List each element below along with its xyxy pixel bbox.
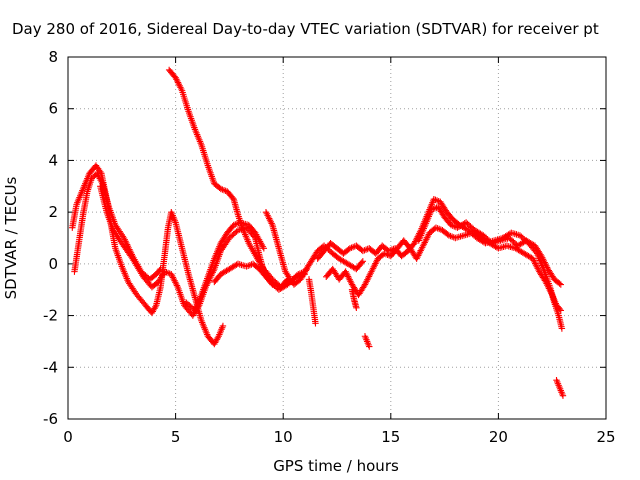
data-points [69,66,567,399]
series-track-8 [305,276,319,327]
x-tick-label: 10 [274,428,293,446]
y-tick-label: 6 [48,100,58,118]
data-point-marker [353,304,360,312]
data-point-marker [358,259,365,266]
series-track-13 [348,286,360,312]
x-tick-label: 25 [596,428,615,446]
x-axis-label: GPS time / hours [273,457,399,475]
data-point-marker [558,325,566,332]
x-tick-label: 5 [171,428,181,446]
y-tick-label: 8 [48,48,58,66]
y-tick-label: -2 [43,307,58,325]
series-track-12 [361,333,373,350]
series-track-14 [553,377,567,399]
data-point-marker [557,281,565,288]
data-point-marker [556,280,563,287]
y-tick-label: 0 [48,255,58,273]
x-tick-label: 20 [489,428,508,446]
data-point-marker [557,307,565,314]
plot-frame [67,56,607,420]
chart-title: Day 280 of 2016, Sidereal Day-to-day VTE… [12,20,599,38]
data-point-marker [359,258,367,265]
data-point-marker [219,322,227,330]
y-axis-label: SDTVAR / TECUs [2,176,20,299]
data-point-marker [229,194,236,202]
data-point-marker [97,168,104,176]
data-point-marker [312,320,319,327]
data-point-marker [156,267,163,274]
y-tick-label: -4 [43,358,58,376]
grid [68,57,606,419]
data-point-marker [366,343,373,350]
x-tick-label: 0 [63,428,73,446]
series-track-11 [415,203,565,288]
data-point-marker [214,334,221,342]
y-tick-label: 4 [48,151,58,169]
y-tick-label: 2 [48,203,58,221]
x-tick-label: 15 [381,428,400,446]
series-track-7 [211,242,367,291]
series-track-10 [323,224,565,314]
data-point-marker [556,305,563,313]
data-point-marker [260,245,268,252]
data-point-marker [152,303,159,310]
y-tick-label: -6 [43,410,58,428]
axis-ticks: 0 5 10 15 20 25 -6 -4 -2 0 2 4 6 8 [43,48,616,446]
series-track-5 [183,219,268,314]
data-point-marker [559,392,567,399]
